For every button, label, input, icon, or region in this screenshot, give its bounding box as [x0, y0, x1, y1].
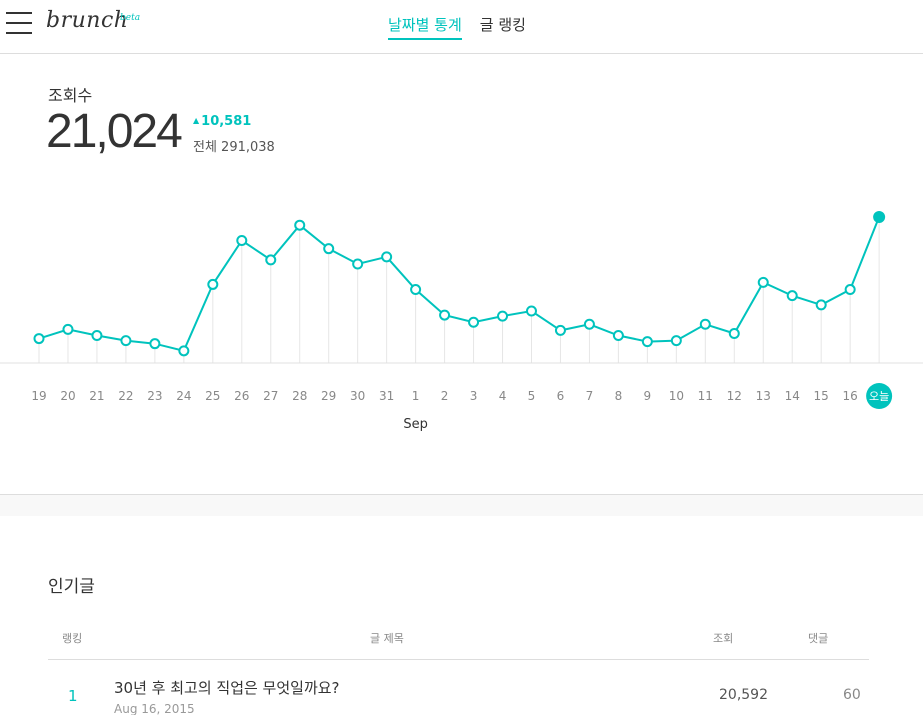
data-point[interactable] [410, 284, 422, 296]
col-comments: 댓글 [808, 632, 829, 645]
x-tick-label[interactable]: 10 [669, 389, 684, 403]
section-divider [0, 494, 923, 516]
post-comments: 60 [843, 687, 861, 703]
data-point[interactable] [612, 330, 624, 342]
data-point[interactable] [699, 318, 711, 330]
tab-daily-stats[interactable]: 날짜별 통계 [388, 0, 462, 40]
data-point[interactable] [381, 251, 393, 263]
x-tick-label[interactable]: 3 [470, 389, 478, 403]
data-point[interactable] [497, 310, 509, 322]
x-tick-label[interactable]: 28 [292, 389, 307, 403]
views-delta-value: 10,581 [201, 114, 252, 129]
data-point[interactable] [468, 316, 480, 328]
x-axis-month-label: Sep [403, 417, 428, 432]
views-delta: ▲ 10,581 [193, 114, 251, 129]
top-header: brunch beta 날짜별 통계 글 랭킹 [0, 0, 923, 54]
data-point[interactable] [352, 258, 364, 270]
data-point[interactable] [844, 284, 856, 296]
x-tick-label[interactable]: 26 [234, 389, 249, 403]
x-tick-label[interactable]: 14 [785, 389, 800, 403]
col-rank: 랭킹 [62, 632, 83, 645]
x-tick-label[interactable]: 4 [499, 389, 507, 403]
views-label: 조회수 [48, 86, 93, 105]
x-tick-label[interactable]: 16 [843, 389, 858, 403]
data-point[interactable] [236, 235, 248, 247]
popular-posts-title: 인기글 [48, 577, 95, 597]
data-point[interactable] [91, 330, 103, 342]
data-point[interactable] [728, 327, 740, 339]
x-tick-today[interactable]: 오늘 [869, 390, 889, 403]
x-tick-label[interactable]: 29 [321, 389, 336, 403]
data-point[interactable] [149, 338, 161, 350]
x-tick-label[interactable]: 5 [528, 389, 536, 403]
data-point[interactable] [323, 243, 335, 255]
data-point[interactable] [786, 290, 798, 302]
x-tick-label[interactable]: 27 [263, 389, 278, 403]
data-point[interactable] [265, 254, 277, 266]
x-tick-label[interactable]: 20 [60, 389, 75, 403]
col-views: 조회 [713, 632, 734, 645]
tab-post-ranking[interactable]: 글 랭킹 [479, 16, 526, 34]
col-title: 글 제목 [370, 632, 404, 645]
data-point[interactable] [873, 211, 886, 224]
x-tick-label[interactable]: 22 [118, 389, 133, 403]
x-axis-ticks: 19 20 21 22 23 24 25 26 27 28 29 30 31 1 2 3 4 5 6 7 8 9 10 11 1… [31, 383, 893, 409]
today-marker[interactable] [866, 383, 893, 409]
data-point[interactable] [120, 335, 132, 347]
data-point[interactable] [525, 305, 537, 317]
data-point[interactable] [757, 276, 769, 288]
stats-tabs: 날짜별 통계 글 랭킹 [388, 0, 526, 54]
x-tick-label[interactable]: 19 [31, 389, 46, 403]
up-triangle-icon: ▲ [193, 116, 200, 125]
data-point[interactable] [815, 299, 827, 311]
data-point[interactable] [207, 278, 219, 290]
x-tick-label[interactable]: 12 [727, 389, 742, 403]
x-tick-label[interactable]: 2 [441, 389, 449, 403]
table-row[interactable]: 1 30년 후 최고의 직업은 무엇일까요? Aug 16, 2015 20,5… [48, 661, 869, 715]
data-point[interactable] [62, 323, 74, 335]
beta-badge: beta [120, 13, 141, 23]
x-tick-label[interactable]: 7 [586, 389, 594, 403]
x-tick-label[interactable]: 30 [350, 389, 365, 403]
views-total: 전체 291,038 [193, 140, 275, 155]
post-title-link[interactable]: 30년 후 최고의 직업은 무엇일까요? [114, 679, 340, 697]
x-tick-label[interactable]: 6 [557, 389, 565, 403]
series-line [38, 216, 881, 352]
x-tick-label[interactable]: 8 [615, 389, 623, 403]
post-date: Aug 16, 2015 [114, 702, 195, 715]
x-tick-label[interactable]: 11 [698, 389, 713, 403]
data-point[interactable] [178, 345, 190, 357]
views-value: 21,024 [46, 105, 183, 158]
popular-table-header: 랭킹 글 제목 조회 댓글 [48, 616, 869, 660]
x-tick-label[interactable]: 9 [644, 389, 652, 403]
data-point[interactable] [554, 324, 566, 336]
data-point[interactable] [583, 318, 595, 330]
chart-points [33, 211, 886, 357]
x-tick-label[interactable]: 1 [412, 389, 420, 403]
post-views: 20,592 [719, 687, 768, 703]
data-point[interactable] [33, 333, 45, 345]
x-tick-label[interactable]: 15 [814, 389, 829, 403]
data-point[interactable] [641, 336, 653, 348]
x-tick-label[interactable]: 31 [379, 389, 394, 403]
menu-icon[interactable] [6, 12, 32, 34]
data-point[interactable] [670, 335, 682, 347]
chart-grid [38, 217, 880, 363]
daily-views-chart: 19 20 21 22 23 24 25 26 27 28 29 30 31 1 2 3 4 5 6 7 8 9 10 11 1… [0, 211, 923, 432]
x-tick-label[interactable]: 13 [756, 389, 771, 403]
x-tick-label[interactable]: 24 [176, 389, 191, 403]
x-tick-label[interactable]: 23 [147, 389, 162, 403]
x-tick-label[interactable]: 21 [89, 389, 104, 403]
post-rank: 1 [68, 687, 78, 705]
x-tick-label[interactable]: 25 [205, 389, 220, 403]
brunch-logo[interactable]: brunch [46, 8, 129, 33]
data-point[interactable] [439, 309, 451, 321]
data-point[interactable] [294, 219, 306, 231]
